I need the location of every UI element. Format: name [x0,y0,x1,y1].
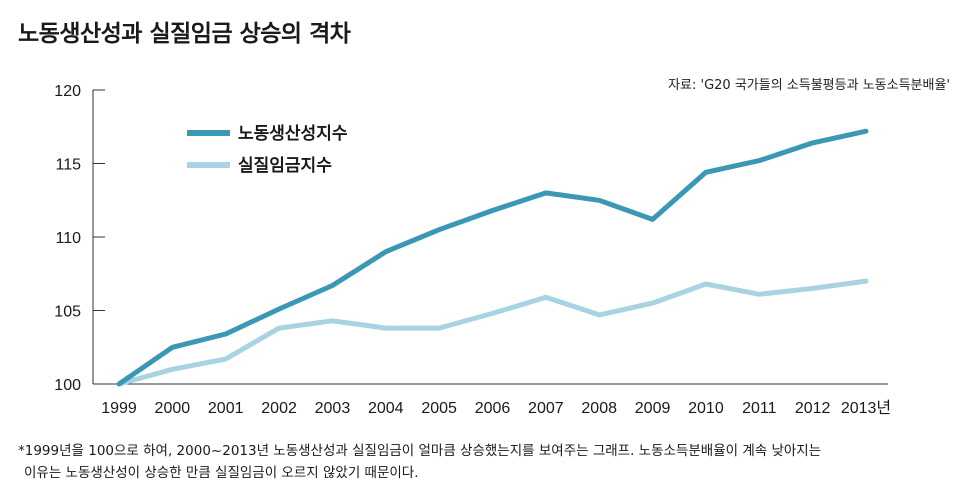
footnote: *1999년을 100으로 하여, 2000~2013년 노동생산성과 실질임금… [18,440,958,484]
y-tick-label: 100 [54,377,81,394]
x-tick-label: 2004 [368,400,404,417]
chart-title: 노동생산성과 실질임금 상승의 격차 [18,21,351,47]
x-tick-label: 1999 [101,400,137,417]
x-tick-label: 2003 [315,400,351,417]
x-tick-label: 2009 [635,400,671,417]
y-tick-label: 110 [55,230,81,247]
x-tick-label: 2010 [688,400,724,417]
series-line-2 [116,278,869,387]
x-tick-label: 2005 [421,400,457,417]
series-line-1 [116,128,869,387]
y-tick-label: 120 [54,83,81,100]
x-tick-label: 2007 [528,400,564,417]
y-tick-label: 105 [54,304,81,321]
x-tick-label: 2002 [261,400,297,417]
line-chart: 100 105 110 115 120 1999 2000 2001 2002 2003 2004 2… [54,83,891,417]
x-tick-label: 2012 [795,400,831,417]
x-tick-label: 2000 [155,400,191,417]
footnote-line-2: 이유는 노동생산성이 상승한 만큼 실질임금이 오르지 않았기 때문이다. [24,465,419,481]
footnote-line-1: *1999년을 100으로 하여, 2000~2013년 노동생산성과 실질임금… [18,443,822,459]
source-caption: 자료: 'G20 국가들의 소득불평등과 노동소득분배율' [668,78,950,93]
y-tick-label: 115 [55,157,81,174]
legend-label-1: 노동생산성지수 [238,124,348,144]
x-tick-label: 2006 [475,400,511,417]
x-tick-label: 2011 [742,400,777,417]
legend-label-2: 실질임금지수 [238,155,332,176]
x-tick-label: 2001 [208,400,244,417]
x-tick-label: 2008 [581,400,617,417]
x-tick-label: 2013년 [841,399,891,417]
